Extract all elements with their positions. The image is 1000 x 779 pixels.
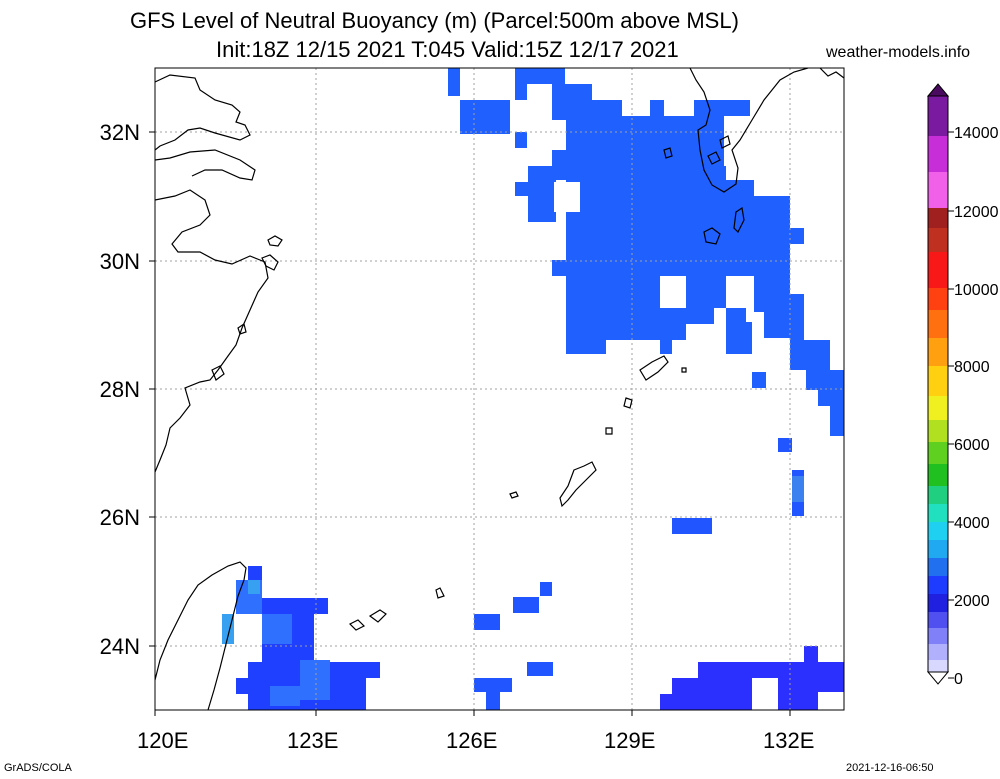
colorbar-label-2000: 2000 bbox=[954, 593, 990, 610]
colorbar-label-12000: 12000 bbox=[954, 204, 999, 221]
lon-label-123e: 123E bbox=[287, 728, 338, 753]
lat-label-24n: 24N bbox=[100, 634, 140, 659]
colorbar bbox=[926, 83, 954, 685]
footer-timestamp: 2021-12-16-06:50 bbox=[846, 762, 934, 774]
site-credit[interactable]: weather-models.info bbox=[826, 44, 971, 61]
lon-labels: 120E 123E 126E 129E 132E bbox=[137, 728, 814, 753]
lat-label-28n: 28N bbox=[100, 377, 140, 402]
lat-labels: 32N 30N 28N 26N 24N bbox=[100, 120, 140, 659]
colorbar-label-14000: 14000 bbox=[954, 125, 999, 142]
lat-label-30n: 30N bbox=[100, 249, 140, 274]
colorbar-label-10000: 10000 bbox=[954, 282, 999, 299]
buoyancy-field bbox=[222, 68, 844, 710]
map-title: GFS Level of Neutral Buoyancy (m) (Parce… bbox=[130, 8, 739, 33]
footer-credit: GrADS/COLA bbox=[4, 762, 72, 774]
lon-label-126e: 126E bbox=[446, 728, 497, 753]
colorbar-label-8000: 8000 bbox=[954, 359, 990, 376]
lon-label-132e: 132E bbox=[763, 728, 814, 753]
lat-label-32n: 32N bbox=[100, 120, 140, 145]
lon-label-129e: 129E bbox=[604, 728, 655, 753]
colorbar-label-0: 0 bbox=[954, 671, 963, 688]
coastlines bbox=[155, 68, 844, 710]
graticule bbox=[155, 68, 844, 710]
colorbar-labels: 14000 12000 10000 8000 6000 4000 2000 0 bbox=[954, 125, 999, 688]
map-subtitle: Init:18Z 12/15 2021 T:045 Valid:15Z 12/1… bbox=[216, 37, 679, 62]
colorbar-label-4000: 4000 bbox=[954, 515, 990, 532]
lon-label-120e: 120E bbox=[137, 728, 188, 753]
colorbar-label-6000: 6000 bbox=[954, 437, 990, 454]
axis-ticks bbox=[149, 131, 791, 716]
lat-label-26n: 26N bbox=[100, 505, 140, 530]
